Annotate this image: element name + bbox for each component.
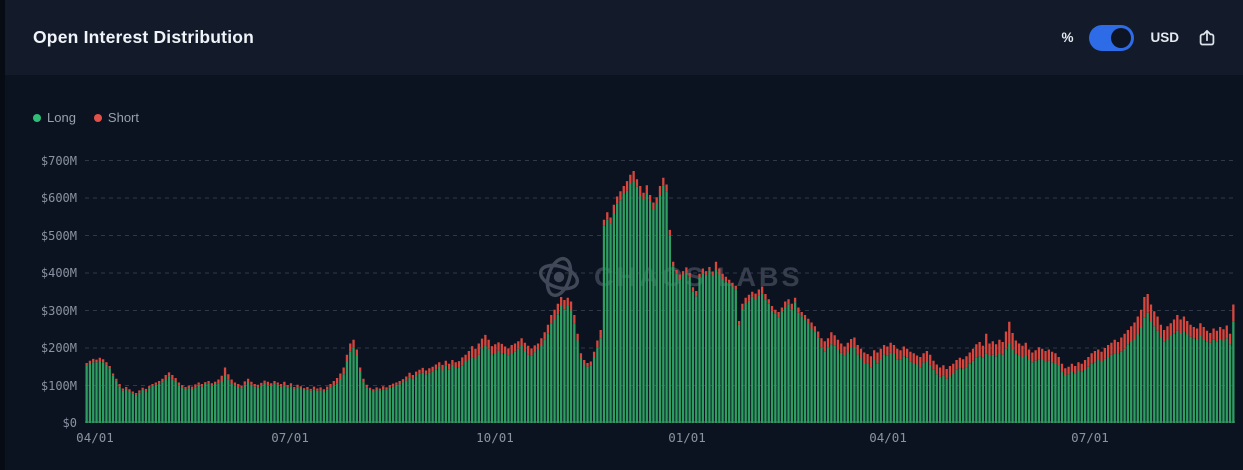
- x-tick-label: 07/01: [1071, 430, 1109, 445]
- legend-label: Long: [47, 110, 76, 125]
- chart-legend: Long Short: [33, 110, 139, 125]
- y-tick-label: $600M: [40, 191, 77, 205]
- export-button[interactable]: [1195, 26, 1219, 50]
- card-header: Open Interest Distribution % USD: [5, 0, 1243, 75]
- x-tick-label: 07/01: [271, 430, 309, 445]
- y-tick-label: $100M: [40, 378, 77, 393]
- y-tick-label: $200M: [40, 341, 77, 355]
- y-tick-label: $700M: [40, 153, 77, 168]
- y-tick-label: $0: [62, 416, 77, 430]
- y-tick-label: $500M: [40, 228, 77, 243]
- toggle-knob: [1111, 27, 1132, 48]
- open-interest-bar-chart[interactable]: [85, 147, 1235, 423]
- y-tick-label: $300M: [40, 303, 77, 318]
- percent-unit-label: %: [1061, 30, 1074, 45]
- x-tick-label: 04/01: [869, 430, 907, 445]
- legend-item-long[interactable]: Long: [33, 110, 76, 125]
- long-legend-dot: [33, 113, 41, 122]
- y-tick-label: $400M: [40, 266, 77, 280]
- short-legend-dot: [93, 113, 102, 122]
- unit-toggle-switch[interactable]: [1089, 24, 1135, 51]
- usd-unit-label: USD: [1150, 30, 1179, 45]
- header-controls: % USD: [1061, 24, 1219, 51]
- share-export-icon: [1199, 29, 1215, 45]
- open-interest-card: Open Interest Distribution % USD Long Sho…: [5, 0, 1243, 470]
- legend-label: Short: [107, 110, 139, 125]
- page-title: Open Interest Distribution: [33, 27, 255, 47]
- x-tick-label: 04/01: [76, 430, 114, 445]
- legend-item-short[interactable]: Short: [93, 110, 139, 125]
- x-tick-label: 10/01: [476, 430, 514, 445]
- chart-region: Long Short CHAOS LABS $0 $100M $200M $300M $4…: [5, 75, 1243, 470]
- x-tick-label: 01/01: [668, 430, 706, 445]
